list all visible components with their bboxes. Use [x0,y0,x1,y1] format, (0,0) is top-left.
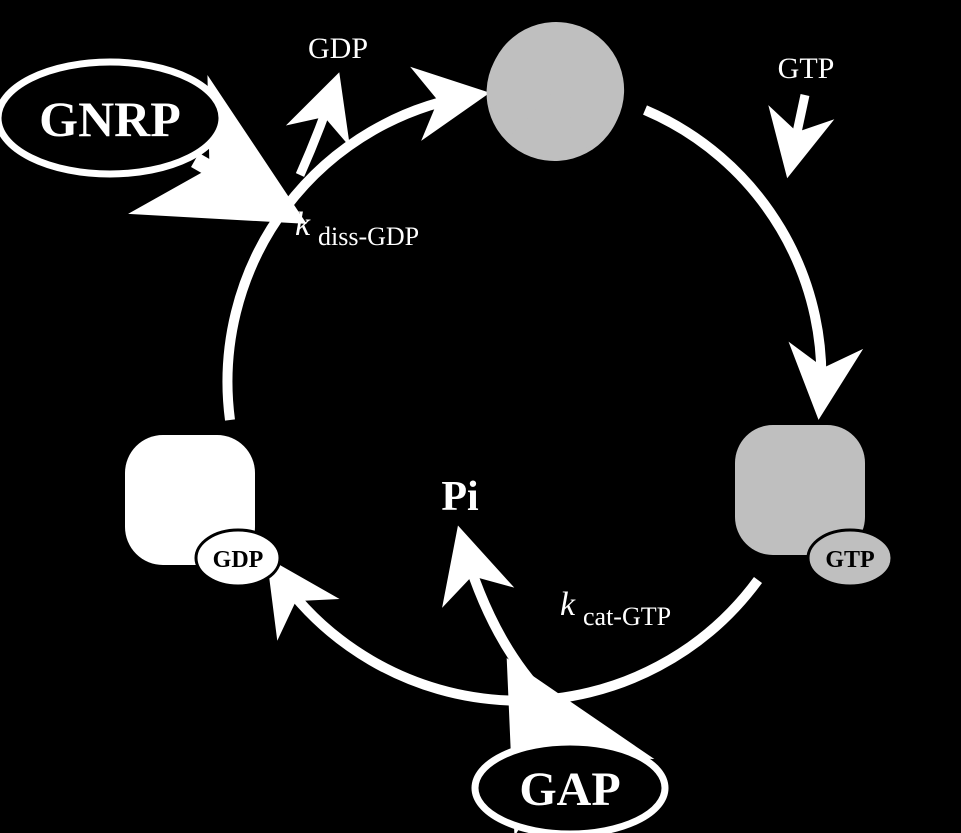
pi-release-arrow [462,540,545,697]
gnrp-label: GNRP [39,91,181,147]
gtp-enter-arrow [790,95,805,165]
k-cat-sub: cat-GTP [583,602,671,631]
gtp-bound-node: GTP [735,425,892,586]
k-diss-k: k [295,206,311,243]
gdp-bound-sublabel: GDP [213,547,264,573]
cycle-arc-gdp-to-empty [227,95,475,420]
gtpase-cycle-diagram: GNRP GAP GTP GDP GDP GTP Pi k diss-GDP k… [0,0,961,833]
gdp-out-label: GDP [308,32,368,65]
k-diss-sub: diss-GDP [318,222,419,251]
gap-arrow [530,700,555,745]
gap-label: GAP [519,763,620,816]
gdp-bound-node: GDP [125,435,280,586]
cycle-arc-gtp-to-gdp [275,570,758,701]
k-cat-k: k [560,586,576,623]
gnrp-node: GNRP [0,62,222,174]
gtp-in-label: GTP [778,52,835,85]
gap-node: GAP [475,742,665,833]
pi-label: Pi [441,474,479,520]
gtp-bound-sublabel: GTP [825,547,874,573]
k-diss-label: k diss-GDP [295,206,419,251]
gnrp-arrow [195,160,265,200]
k-cat-label: k cat-GTP [560,586,671,631]
